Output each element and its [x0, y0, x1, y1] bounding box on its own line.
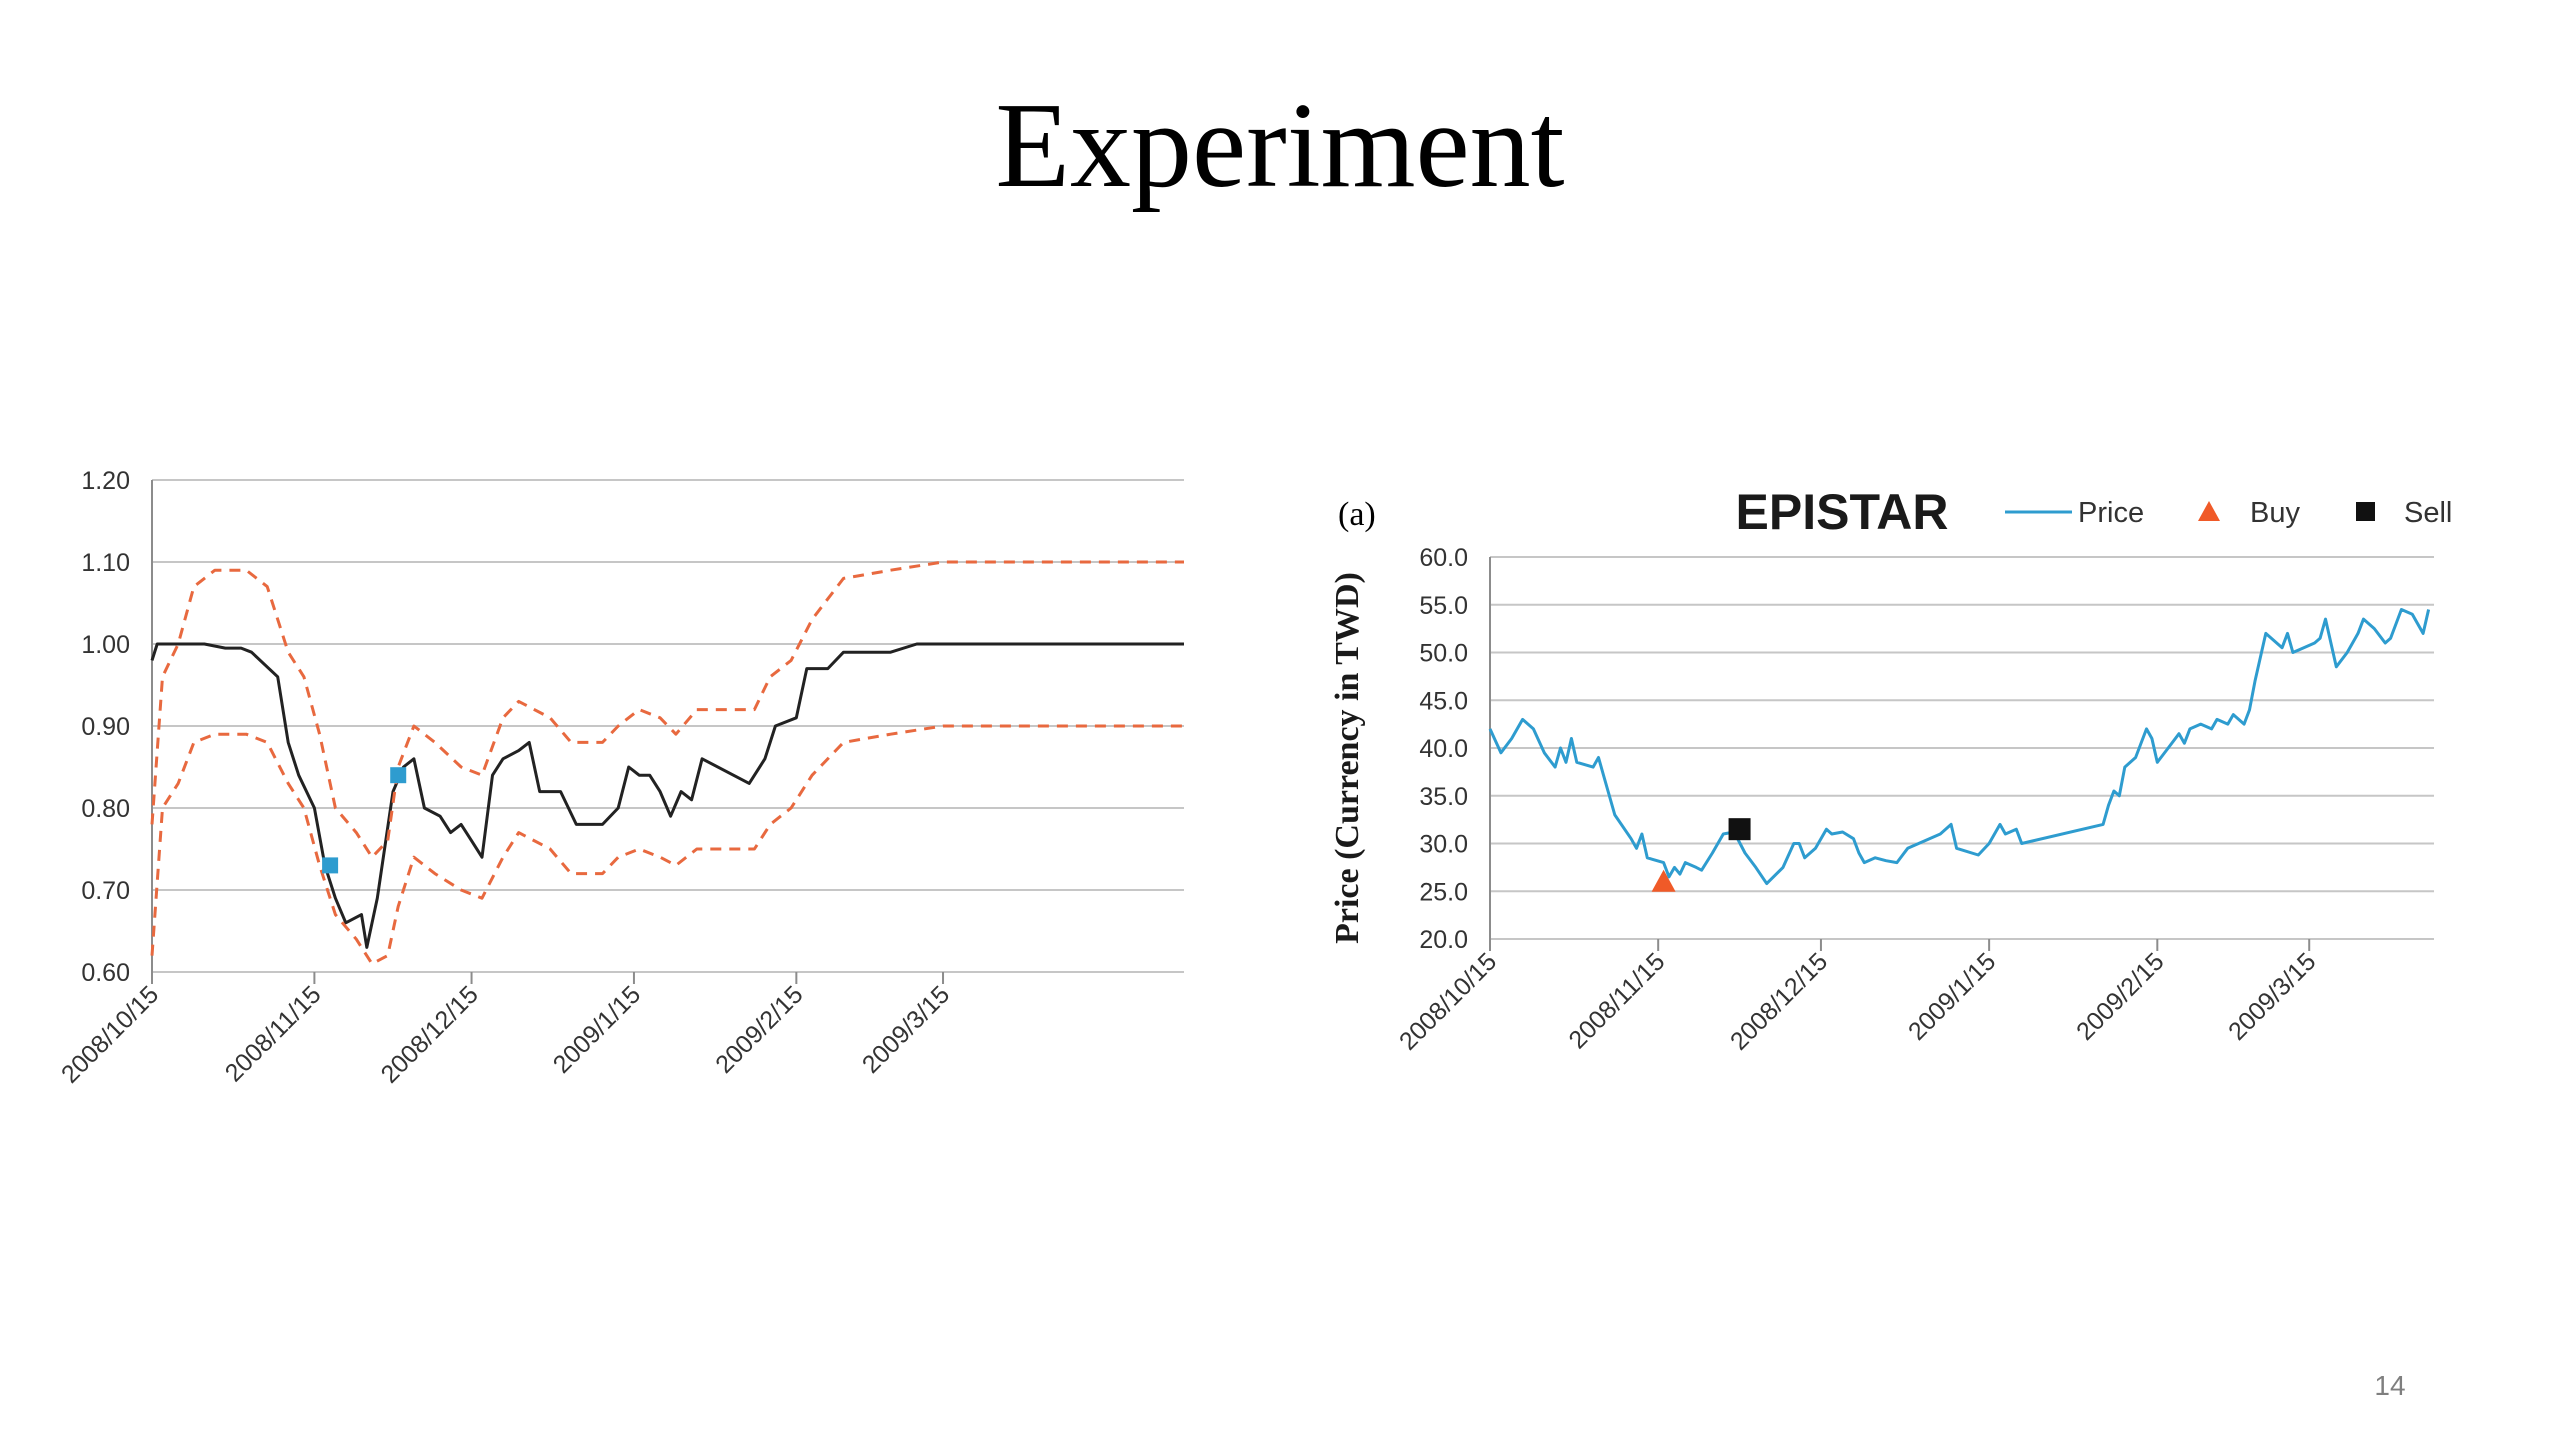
- x-tick-label: 2008/12/15: [1725, 947, 1833, 1055]
- slide-title: Experiment: [995, 78, 1565, 213]
- ratio-line: [150, 642, 1184, 949]
- y-tick-label: 35.0: [1419, 783, 1468, 811]
- legend-buy-label: Buy: [2250, 497, 2300, 529]
- y-tick-label: 1.00: [81, 631, 130, 659]
- y-tick-label: 1.10: [81, 549, 130, 577]
- x-tick-label: 2009/2/15: [2071, 947, 2169, 1045]
- chart-title: EPISTAR: [1736, 484, 1949, 540]
- buy-marker: [1651, 869, 1676, 892]
- legend-sell-label: Sell: [2404, 497, 2452, 529]
- y-tick-label: 40.0: [1419, 735, 1468, 763]
- page-number: 14: [2374, 1370, 2406, 1401]
- y-tick-label: 25.0: [1419, 878, 1468, 906]
- x-tick-label: 2008/11/15: [1563, 947, 1670, 1054]
- y-tick-label: 0.80: [81, 795, 130, 823]
- legend: Price Buy Sell: [2005, 497, 2452, 529]
- x-tick-label: 2008/10/15: [1394, 947, 1502, 1055]
- band-line: [150, 724, 1184, 966]
- y-tick-label: 45.0: [1419, 687, 1468, 715]
- y-tick-label: 55.0: [1419, 592, 1468, 620]
- legend-price-label: Price: [2078, 497, 2144, 529]
- x-tick-label: 2009/3/15: [2223, 947, 2321, 1045]
- legend-buy-swatch: [2198, 501, 2220, 521]
- price-line: [1488, 608, 2431, 886]
- band-line: [150, 560, 1184, 859]
- sell-marker: [1728, 818, 1751, 841]
- x-tick-label: 2009/1/15: [1903, 947, 2001, 1045]
- legend-sell-swatch: [2356, 502, 2375, 521]
- signal-marker: [322, 857, 339, 874]
- y-tick-label: 0.90: [81, 713, 130, 741]
- y-tick-label: 20.0: [1419, 926, 1468, 954]
- y-tick-label: 1.20: [81, 467, 130, 495]
- y-tick-label: 0.60: [81, 959, 130, 987]
- y-axis-label: Price (Currency in TWD): [1329, 572, 1366, 944]
- y-tick-label: 30.0: [1419, 831, 1468, 859]
- y-tick-label: 50.0: [1419, 640, 1468, 668]
- signal-marker: [390, 767, 407, 784]
- y-tick-label: 60.0: [1419, 544, 1468, 572]
- y-tick-label: 0.70: [81, 877, 130, 905]
- panel-label: (a): [1338, 496, 1376, 533]
